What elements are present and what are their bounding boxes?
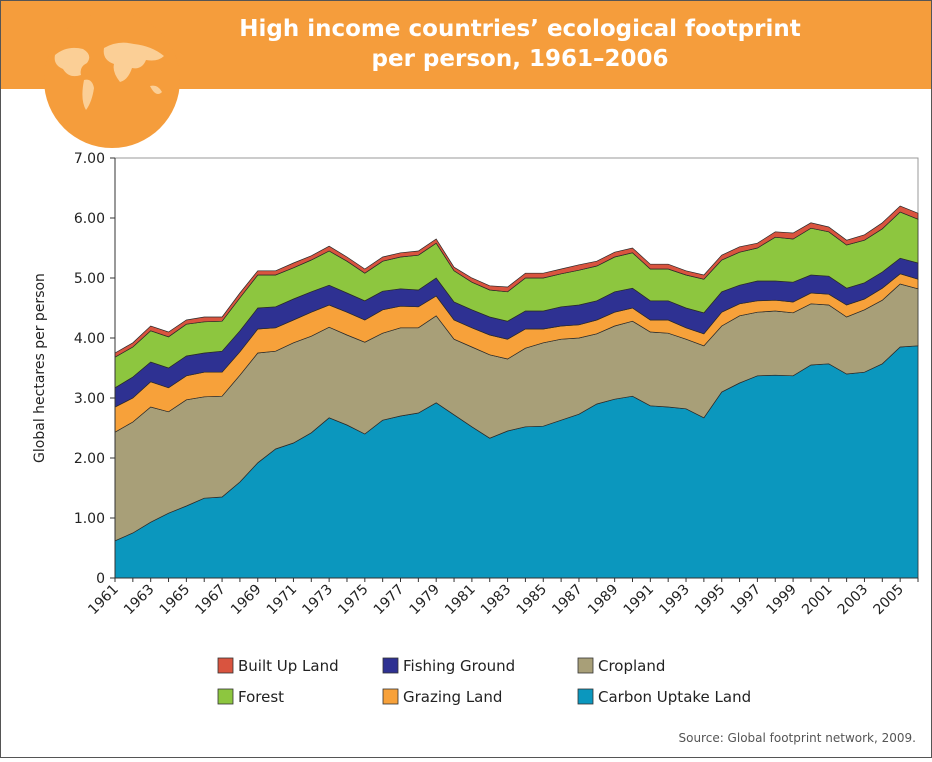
globe-icon (44, 12, 180, 148)
legend-label: Cropland (598, 657, 665, 675)
legend-label: Built Up Land (238, 657, 339, 675)
chart-title: High income countries’ ecological footpr… (239, 16, 800, 42)
legend-swatch (382, 657, 399, 674)
legend-label: Grazing Land (403, 688, 502, 706)
y-tick-label: 1.00 (74, 511, 105, 527)
y-tick-label: 4.00 (74, 331, 105, 347)
y-tick-label: 2.00 (74, 451, 105, 467)
y-tick-label: 3.00 (74, 391, 105, 407)
chart-title: per person, 1961–2006 (372, 46, 669, 72)
legend-label: Carbon Uptake Land (598, 688, 751, 706)
area (114, 205, 919, 358)
y-tick-label: 5.00 (74, 271, 105, 287)
source-note: Source: Global footprint network, 2009. (678, 731, 916, 745)
legend-swatch (577, 657, 594, 674)
legend-label: Fishing Ground (403, 657, 515, 675)
y-axis-label: Global hectares per person (32, 273, 48, 463)
legend-swatch (217, 657, 234, 674)
legend-swatch (577, 688, 594, 705)
legend-swatch (382, 688, 399, 705)
legend-swatch (217, 688, 234, 705)
y-tick-label: 7.00 (74, 151, 105, 167)
legend-label: Forest (238, 688, 284, 706)
y-tick-label: 0 (96, 571, 105, 587)
y-tick-label: 6.00 (74, 211, 105, 227)
